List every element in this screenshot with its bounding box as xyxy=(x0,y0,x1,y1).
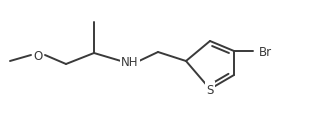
Text: Br: Br xyxy=(259,45,272,58)
Text: O: O xyxy=(33,49,43,62)
Text: S: S xyxy=(206,83,214,96)
Text: NH: NH xyxy=(121,55,139,68)
